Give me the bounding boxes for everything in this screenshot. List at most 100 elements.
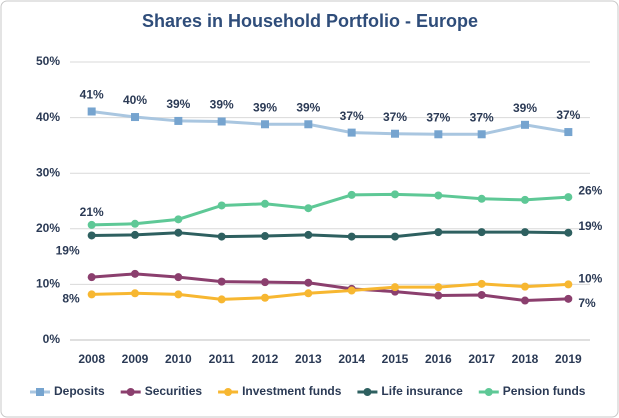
marker	[434, 130, 443, 139]
legend-marker	[484, 388, 493, 396]
data-label: 39%	[253, 100, 277, 114]
marker	[87, 220, 96, 229]
data-label: 7%	[578, 296, 596, 310]
marker	[521, 195, 529, 204]
marker	[434, 191, 443, 200]
data-label: 26%	[578, 183, 602, 197]
marker	[87, 290, 96, 299]
x-tick-label: 2017	[468, 352, 495, 366]
marker	[477, 228, 486, 237]
legend-marker	[126, 388, 135, 396]
marker	[347, 286, 356, 295]
x-tick-label: 2019	[555, 352, 582, 366]
marker	[521, 282, 529, 291]
legend-marker	[36, 388, 44, 396]
data-label: 39%	[210, 98, 234, 112]
data-label: 37%	[426, 110, 450, 124]
x-tick-label: 2010	[165, 352, 192, 366]
series-line	[91, 192, 569, 227]
data-label: 39%	[513, 101, 537, 115]
marker	[521, 120, 529, 129]
marker	[261, 232, 269, 241]
y-tick-label: 50%	[36, 54, 60, 68]
chart-title: Shares in Household Portfolio - Europe	[142, 11, 478, 31]
marker	[87, 273, 96, 282]
x-tick-label: 2008	[78, 352, 105, 366]
y-tick-label: 0%	[43, 332, 61, 346]
series-line	[91, 109, 569, 136]
data-label: 41%	[80, 88, 104, 102]
data-label: 8%	[62, 292, 80, 306]
marker	[391, 190, 399, 199]
marker	[391, 283, 399, 292]
marker	[217, 277, 226, 286]
data-label: 37%	[383, 110, 407, 124]
marker	[304, 204, 313, 213]
marker	[521, 296, 529, 305]
legend-marker	[363, 388, 372, 396]
marker	[261, 199, 269, 208]
y-tick-label: 30%	[36, 165, 60, 179]
y-tick-label: 40%	[36, 110, 60, 124]
legend-label: Pension funds	[503, 384, 586, 398]
y-tick-label: 10%	[36, 277, 60, 291]
marker	[304, 289, 313, 298]
marker	[564, 280, 573, 289]
marker	[564, 128, 573, 137]
x-tick-label: 2013	[295, 352, 322, 366]
marker	[391, 129, 399, 138]
marker	[131, 230, 139, 239]
x-tick-label: 2012	[252, 352, 279, 366]
data-label: 19%	[578, 219, 602, 233]
marker	[477, 130, 486, 139]
x-tick-label: 2018	[512, 352, 539, 366]
marker	[304, 278, 313, 287]
marker	[174, 273, 183, 282]
marker	[174, 228, 183, 237]
marker	[347, 128, 356, 137]
marker	[477, 279, 486, 288]
legend-label: Life insurance	[381, 384, 463, 398]
marker	[217, 117, 226, 126]
legend-label: Securities	[145, 384, 203, 398]
data-label: 10%	[578, 272, 602, 286]
x-tick-label: 2009	[122, 352, 149, 366]
data-label: 37%	[470, 110, 494, 124]
y-tick-label: 20%	[36, 221, 60, 235]
marker	[391, 232, 399, 241]
x-tick-label: 2014	[338, 352, 365, 366]
marker	[174, 290, 183, 299]
series-line	[91, 230, 569, 239]
marker	[217, 232, 226, 241]
marker	[87, 231, 96, 240]
marker	[434, 228, 443, 237]
data-label: 39%	[296, 100, 320, 114]
data-label: 37%	[340, 109, 364, 123]
marker	[434, 283, 443, 292]
data-label: 19%	[56, 244, 80, 258]
data-label: 37%	[556, 108, 580, 122]
x-tick-label: 2016	[425, 352, 452, 366]
marker	[131, 219, 139, 228]
marker	[131, 269, 139, 278]
marker	[174, 215, 183, 224]
x-tick-label: 2011	[209, 352, 235, 366]
legend-label: Investment funds	[242, 384, 342, 398]
x-tick-label: 2015	[382, 352, 409, 366]
series-line	[91, 282, 569, 301]
legend-marker	[224, 388, 233, 396]
marker	[347, 232, 356, 241]
marker	[477, 290, 486, 299]
marker	[521, 228, 529, 237]
data-label: 39%	[166, 97, 190, 111]
marker	[131, 289, 139, 298]
marker	[261, 293, 269, 302]
data-label: 40%	[123, 93, 147, 107]
data-label: 21%	[80, 205, 104, 219]
marker	[87, 107, 96, 116]
marker	[347, 190, 356, 199]
marker	[304, 120, 313, 129]
marker	[564, 228, 573, 237]
marker	[477, 194, 486, 203]
